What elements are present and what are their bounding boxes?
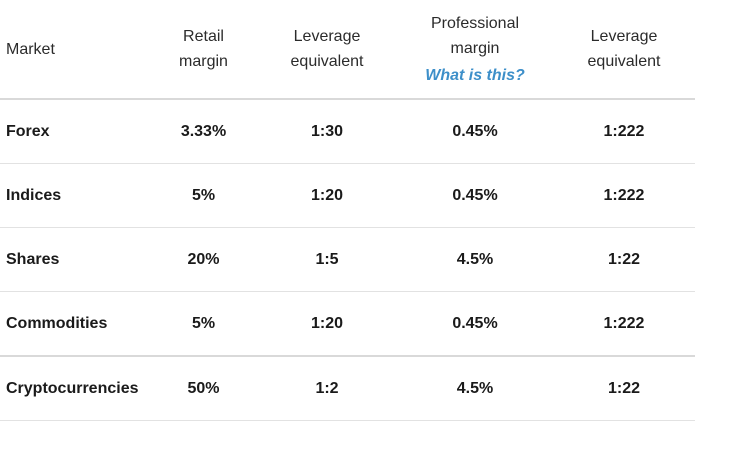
table-row: Forex 3.33% 1:30 0.45% 1:222 — [0, 99, 695, 164]
retail-margin-cell: 50% — [150, 356, 257, 421]
professional-margin-cell: 4.5% — [397, 356, 553, 421]
leverage-professional-cell: 1:22 — [553, 227, 695, 292]
leverage-professional-cell: 1:222 — [553, 291, 695, 357]
leverage-professional-cell: 1:222 — [553, 99, 695, 164]
leverage-retail-cell: 1:20 — [257, 291, 397, 357]
market-cell: Indices — [0, 163, 150, 228]
market-cell: Cryptocurrencies — [0, 356, 150, 421]
header-retail-margin: Retail margin — [150, 0, 257, 100]
header-leverage-retail-line2: equivalent — [290, 53, 364, 70]
retail-margin-cell: 5% — [150, 291, 257, 357]
header-leverage-retail: Leverage equivalent — [257, 0, 397, 100]
header-retail-margin-line2: margin — [179, 53, 228, 70]
leverage-retail-cell: 1:5 — [257, 227, 397, 292]
margin-table-container: Market Retail margin Leverage equivalent… — [0, 0, 695, 421]
retail-margin-cell: 20% — [150, 227, 257, 292]
professional-margin-cell: 0.45% — [397, 163, 553, 228]
leverage-retail-cell: 1:2 — [257, 356, 397, 421]
leverage-retail-cell: 1:30 — [257, 99, 397, 164]
table-header-row: Market Retail margin Leverage equivalent… — [0, 0, 695, 100]
market-cell: Shares — [0, 227, 150, 292]
header-retail-margin-line1: Retail — [183, 28, 224, 45]
what-is-this-link[interactable]: What is this? — [425, 66, 525, 84]
header-market: Market — [0, 0, 150, 100]
leverage-professional-cell: 1:222 — [553, 163, 695, 228]
header-leverage-retail-line1: Leverage — [293, 28, 361, 45]
retail-margin-cell: 5% — [150, 163, 257, 228]
header-leverage-professional-line2: equivalent — [587, 53, 661, 70]
margin-table: Market Retail margin Leverage equivalent… — [0, 0, 695, 421]
table-row: Indices 5% 1:20 0.45% 1:222 — [0, 163, 695, 228]
header-market-label: Market — [6, 40, 55, 58]
header-professional-margin-line2: margin — [450, 39, 500, 57]
table-row: Commodities 5% 1:20 0.45% 1:222 — [0, 291, 695, 357]
professional-margin-cell: 4.5% — [397, 227, 553, 292]
leverage-professional-cell: 1:22 — [553, 356, 695, 421]
header-leverage-professional: Leverage equivalent — [553, 0, 695, 100]
table-row: Cryptocurrencies 50% 1:2 4.5% 1:22 — [0, 356, 695, 421]
table-row: Shares 20% 1:5 4.5% 1:22 — [0, 227, 695, 292]
header-leverage-professional-line1: Leverage — [590, 28, 658, 45]
professional-margin-cell: 0.45% — [397, 99, 553, 164]
market-cell: Forex — [0, 99, 150, 164]
retail-margin-cell: 3.33% — [150, 99, 257, 164]
header-professional-margin-line1: Professional — [430, 14, 520, 32]
header-professional-margin: Professional margin What is this? — [397, 0, 553, 100]
market-cell: Commodities — [0, 291, 150, 357]
leverage-retail-cell: 1:20 — [257, 163, 397, 228]
professional-margin-cell: 0.45% — [397, 291, 553, 357]
